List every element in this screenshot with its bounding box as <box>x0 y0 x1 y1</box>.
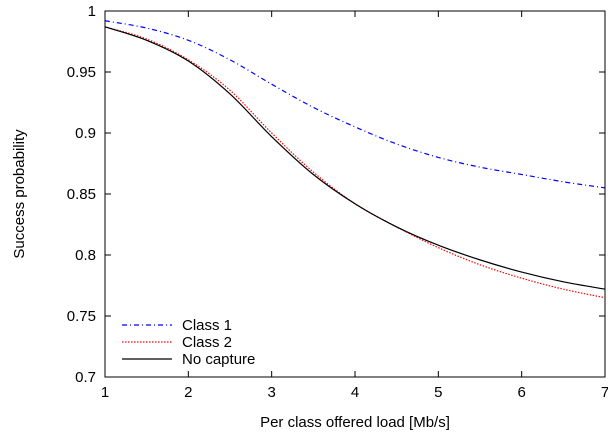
series-line-no-capture <box>104 26 606 290</box>
y-tick-label: 1 <box>88 3 96 20</box>
legend-label-class-2: Class 2 <box>182 334 232 351</box>
x-axis-label: Per class offered load [Mb/s] <box>260 414 450 431</box>
y-tick-label: 0.85 <box>67 186 96 203</box>
y-tick-label: 0.8 <box>75 247 96 264</box>
x-tick-label: 4 <box>351 384 359 401</box>
axis-tick-labels: 1 2 3 4 5 6 7 0.7 0.75 0.8 0.85 0.9 0.95 1 <box>67 3 608 401</box>
legend-label-no-capture: No capture <box>182 351 255 368</box>
legend-item: No capture <box>122 351 255 368</box>
x-tick-label: 7 <box>601 384 608 401</box>
y-tick-label: 0.95 <box>67 64 96 81</box>
axis-ticks <box>104 10 606 378</box>
x-tick-label: 2 <box>184 384 192 401</box>
plot-lines <box>104 20 606 299</box>
x-tick-label: 6 <box>517 384 525 401</box>
series-line-class-2 <box>104 26 606 299</box>
plot-frame <box>104 10 606 378</box>
legend: Class 1 Class 2 No capture <box>122 317 255 368</box>
legend-item: Class 1 <box>122 317 232 334</box>
y-tick-label: 0.9 <box>75 125 96 142</box>
x-tick-label: 3 <box>267 384 275 401</box>
legend-item: Class 2 <box>122 334 232 351</box>
x-tick-label: 1 <box>101 384 109 401</box>
y-tick-label: 0.75 <box>67 308 96 325</box>
legend-label-class-1: Class 1 <box>182 317 232 334</box>
x-tick-label: 5 <box>434 384 442 401</box>
y-tick-label: 0.7 <box>75 369 96 386</box>
series-line-class-1 <box>104 20 606 189</box>
y-axis-label: Success probability <box>11 129 28 259</box>
